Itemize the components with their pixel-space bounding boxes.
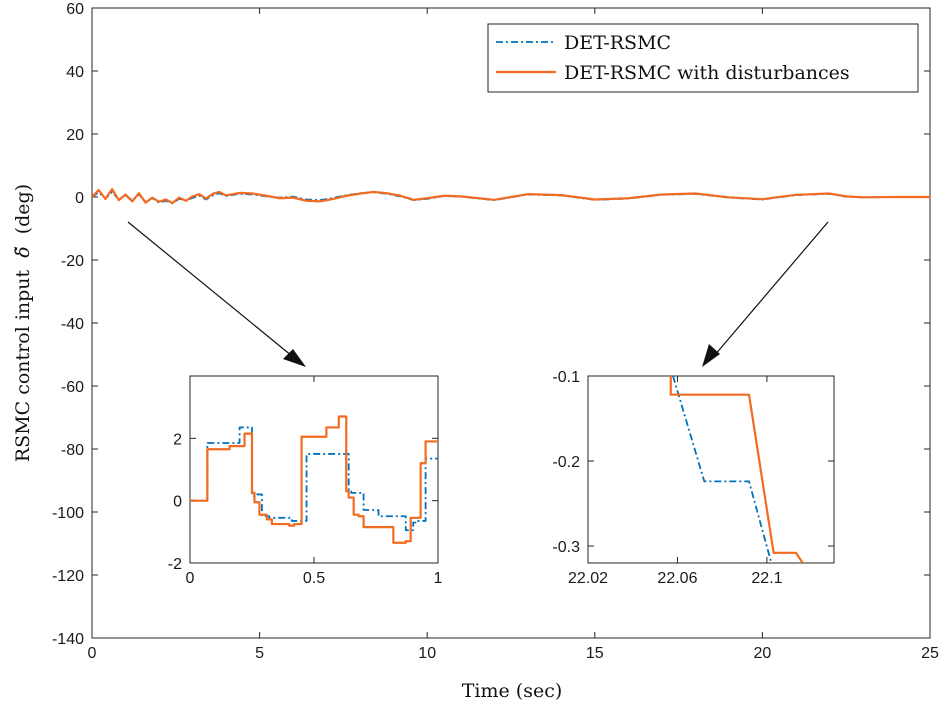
inset-right-y-tick-label: -0.2: [552, 454, 580, 471]
legend-label-det-rsmc: DET-RSMC: [564, 32, 671, 54]
inset-left-x-tick-label: 1: [434, 570, 443, 587]
arrow-line-right: [713, 221, 829, 357]
inset-left-y-tick-label: 0: [173, 494, 182, 511]
inset-right-series-det-rsmc-line: [672, 376, 773, 563]
inset-right-x-tick-label: 22.06: [657, 570, 697, 587]
x-axis-label: Time (sec): [462, 680, 563, 702]
main-y-tick-label: -100: [52, 505, 84, 522]
arrow-head-left: [283, 349, 306, 367]
main-x-tick-label: 5: [255, 645, 264, 662]
legend-box: [487, 23, 919, 93]
inset-left-y-tick-label: 2: [173, 431, 182, 448]
main-y-tick-label: 0: [75, 190, 84, 207]
legend: DET-RSMC DET-RSMC with disturbances: [487, 23, 919, 93]
main-x-tick-label: 25: [921, 645, 939, 662]
y-axis-label-unit: (deg): [12, 184, 34, 234]
inset-left-x-tick-label: 0: [186, 570, 195, 587]
inset-right-series-group: [669, 376, 804, 563]
main-x-tick-label: 15: [586, 645, 604, 662]
main-series-group: [92, 188, 930, 205]
main-y-tick-label: -120: [52, 568, 84, 585]
main-y-tick-label: 20: [66, 127, 84, 144]
main-y-tick-label: 40: [66, 64, 84, 81]
main-y-tick-label: 60: [66, 1, 84, 18]
inset-right-series-det-rsmc-with-disturbances-line: [669, 376, 804, 563]
main-y-tick-label: -140: [52, 631, 84, 648]
y-axis-label: RSMC control input δ̃ (deg): [12, 184, 34, 462]
main-axis-ticks: 0 5 10 15 20 256040200-20-40-60-80-100-120-14…: [52, 1, 939, 662]
y-axis-label-symbol: δ̃: [12, 246, 34, 257]
zoom-arrows: [127, 221, 829, 367]
main-x-tick-label: 10: [418, 645, 436, 662]
inset-left-plot-area: [189, 375, 439, 564]
inset-right-y-tick-label: -0.3: [552, 539, 580, 556]
inset-right-plot-area: [587, 375, 835, 564]
arrow-head-right: [702, 344, 720, 367]
main-y-tick-label: -80: [61, 442, 84, 459]
main-series-det-rsmc-with-disturbances-line: [92, 188, 930, 205]
main-y-tick-label: -60: [61, 379, 84, 396]
inset-left-x-tick-label: 0.5: [303, 570, 325, 587]
inset-right-ticks: 22.02 22.06 22.1 -0.1 -0.2 -0.3: [552, 369, 834, 587]
inset-right-y-tick-label: -0.1: [552, 369, 580, 386]
main-x-tick-label: 0: [88, 645, 97, 662]
legend-label-det-rsmc-disturbances: DET-RSMC with disturbances: [564, 62, 850, 84]
inset-right-x-tick-label: 22.02: [568, 570, 608, 587]
main-x-tick-label: 20: [754, 645, 772, 662]
main-y-tick-label: -40: [61, 316, 84, 333]
main-y-tick-label: -20: [61, 253, 84, 270]
inset-left-y-tick-label: -2: [168, 556, 182, 573]
y-axis-label-text: RSMC control input: [12, 269, 34, 462]
inset-left-ticks: 0 0.5 120-2: [168, 376, 443, 587]
inset-right-x-tick-label: 22.1: [751, 570, 782, 587]
inset-left-series-group: [190, 415, 438, 544]
inset-left-series-det-rsmc-with-disturbances-line: [190, 415, 438, 544]
arrow-line-left: [127, 221, 293, 357]
